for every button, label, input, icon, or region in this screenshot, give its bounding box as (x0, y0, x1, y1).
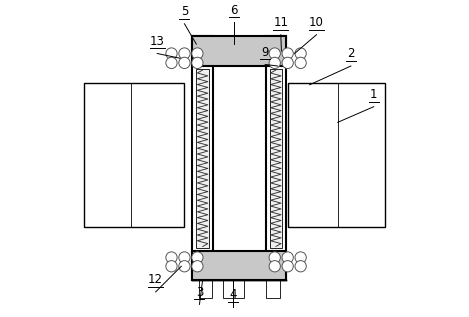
Text: 5: 5 (181, 5, 188, 18)
Circle shape (179, 261, 190, 272)
Circle shape (192, 252, 203, 263)
Text: 10: 10 (309, 16, 324, 29)
Bar (192, 251, 286, 280)
Bar (192, 36, 212, 280)
Circle shape (269, 57, 280, 68)
Bar (266, 280, 280, 298)
Text: 12: 12 (148, 273, 163, 286)
Bar (197, 68, 209, 248)
Circle shape (295, 48, 306, 59)
Text: 6: 6 (230, 3, 237, 16)
Text: 2: 2 (347, 47, 355, 60)
Text: 4: 4 (229, 288, 237, 301)
Circle shape (166, 48, 177, 59)
Bar (223, 280, 244, 298)
Bar (288, 83, 386, 227)
Circle shape (269, 261, 280, 272)
Bar (198, 280, 212, 298)
Circle shape (269, 48, 280, 59)
Text: 9: 9 (261, 46, 269, 59)
Circle shape (192, 261, 203, 272)
Circle shape (269, 252, 280, 263)
Circle shape (166, 252, 177, 263)
Circle shape (282, 252, 293, 263)
Bar (270, 68, 282, 248)
Circle shape (179, 48, 190, 59)
Text: 1: 1 (370, 88, 378, 101)
Text: 11: 11 (273, 16, 288, 29)
Circle shape (282, 57, 293, 68)
Bar (266, 36, 286, 280)
Bar (83, 83, 184, 227)
Circle shape (295, 57, 306, 68)
Circle shape (166, 261, 177, 272)
Circle shape (282, 261, 293, 272)
Circle shape (192, 57, 203, 68)
Text: 13: 13 (150, 35, 165, 48)
Circle shape (166, 57, 177, 68)
Circle shape (282, 48, 293, 59)
Circle shape (295, 261, 306, 272)
Bar (192, 36, 286, 66)
Circle shape (179, 252, 190, 263)
Circle shape (179, 57, 190, 68)
Circle shape (295, 252, 306, 263)
Circle shape (192, 48, 203, 59)
Text: 3: 3 (196, 286, 203, 299)
